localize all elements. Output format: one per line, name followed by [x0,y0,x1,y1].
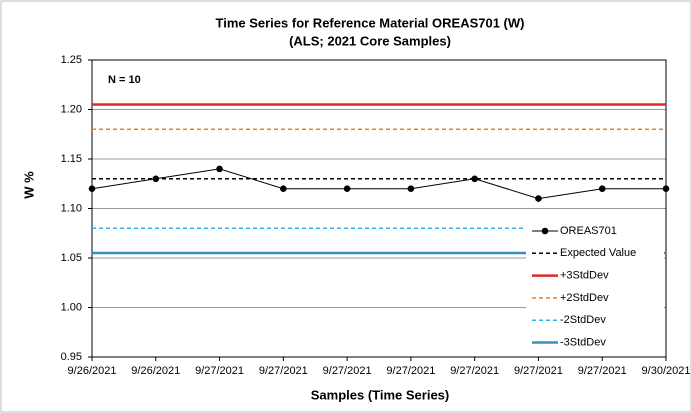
data-point [662,185,670,192]
legend-label: Expected Value [560,247,636,259]
x-tick-label: 9/27/2021 [259,365,308,377]
x-axis-title: Samples (Time Series) [311,387,450,402]
legend-label: -3StdDev [560,336,606,348]
legend [526,220,664,356]
plot-area [91,59,667,358]
y-axis-title: W % [21,171,36,199]
legend-marker [541,227,549,235]
data-point [471,175,478,183]
chart-title: Time Series for Reference Material OREAS… [216,15,525,30]
legend-label: -2StdDev [560,314,606,326]
chart-subtitle: (ALS; 2021 Core Samples) [289,33,451,48]
x-tick-label: 9/27/2021 [578,365,627,377]
data-point [280,185,287,192]
data-point [88,185,96,192]
data-point [152,175,160,183]
legend-label: +3StdDev [560,270,609,282]
data-point [343,185,351,192]
x-tick-label: 9/27/2021 [450,365,499,377]
data-point [407,185,415,192]
x-tick-label: 9/27/2021 [386,365,435,377]
y-tick-label: 1.25 [61,54,82,66]
x-tick-label: 9/27/2021 [195,365,244,377]
data-point [535,195,542,202]
series-line [91,168,666,200]
y-tick-label: 0.95 [61,351,82,363]
data-point [216,165,223,173]
x-tick-label: 9/27/2021 [514,365,563,377]
x-tick-label: 9/30/2021 [642,365,691,377]
x-tick-label: 9/27/2021 [323,365,372,377]
y-tick-label: 1.20 [61,103,82,115]
y-tick-label: 1.15 [61,153,82,165]
y-tick-label: 1.00 [61,301,82,313]
y-tick-label: 1.05 [61,252,82,264]
x-tick-label: 9/26/2021 [68,365,117,377]
legend-label: OREAS701 [560,225,617,237]
annotation: N = 10 [108,74,141,86]
legend-label: +2StdDev [560,292,609,304]
x-tick-label: 9/26/2021 [131,365,180,377]
data-point [598,185,606,192]
y-tick-label: 1.10 [61,202,82,214]
